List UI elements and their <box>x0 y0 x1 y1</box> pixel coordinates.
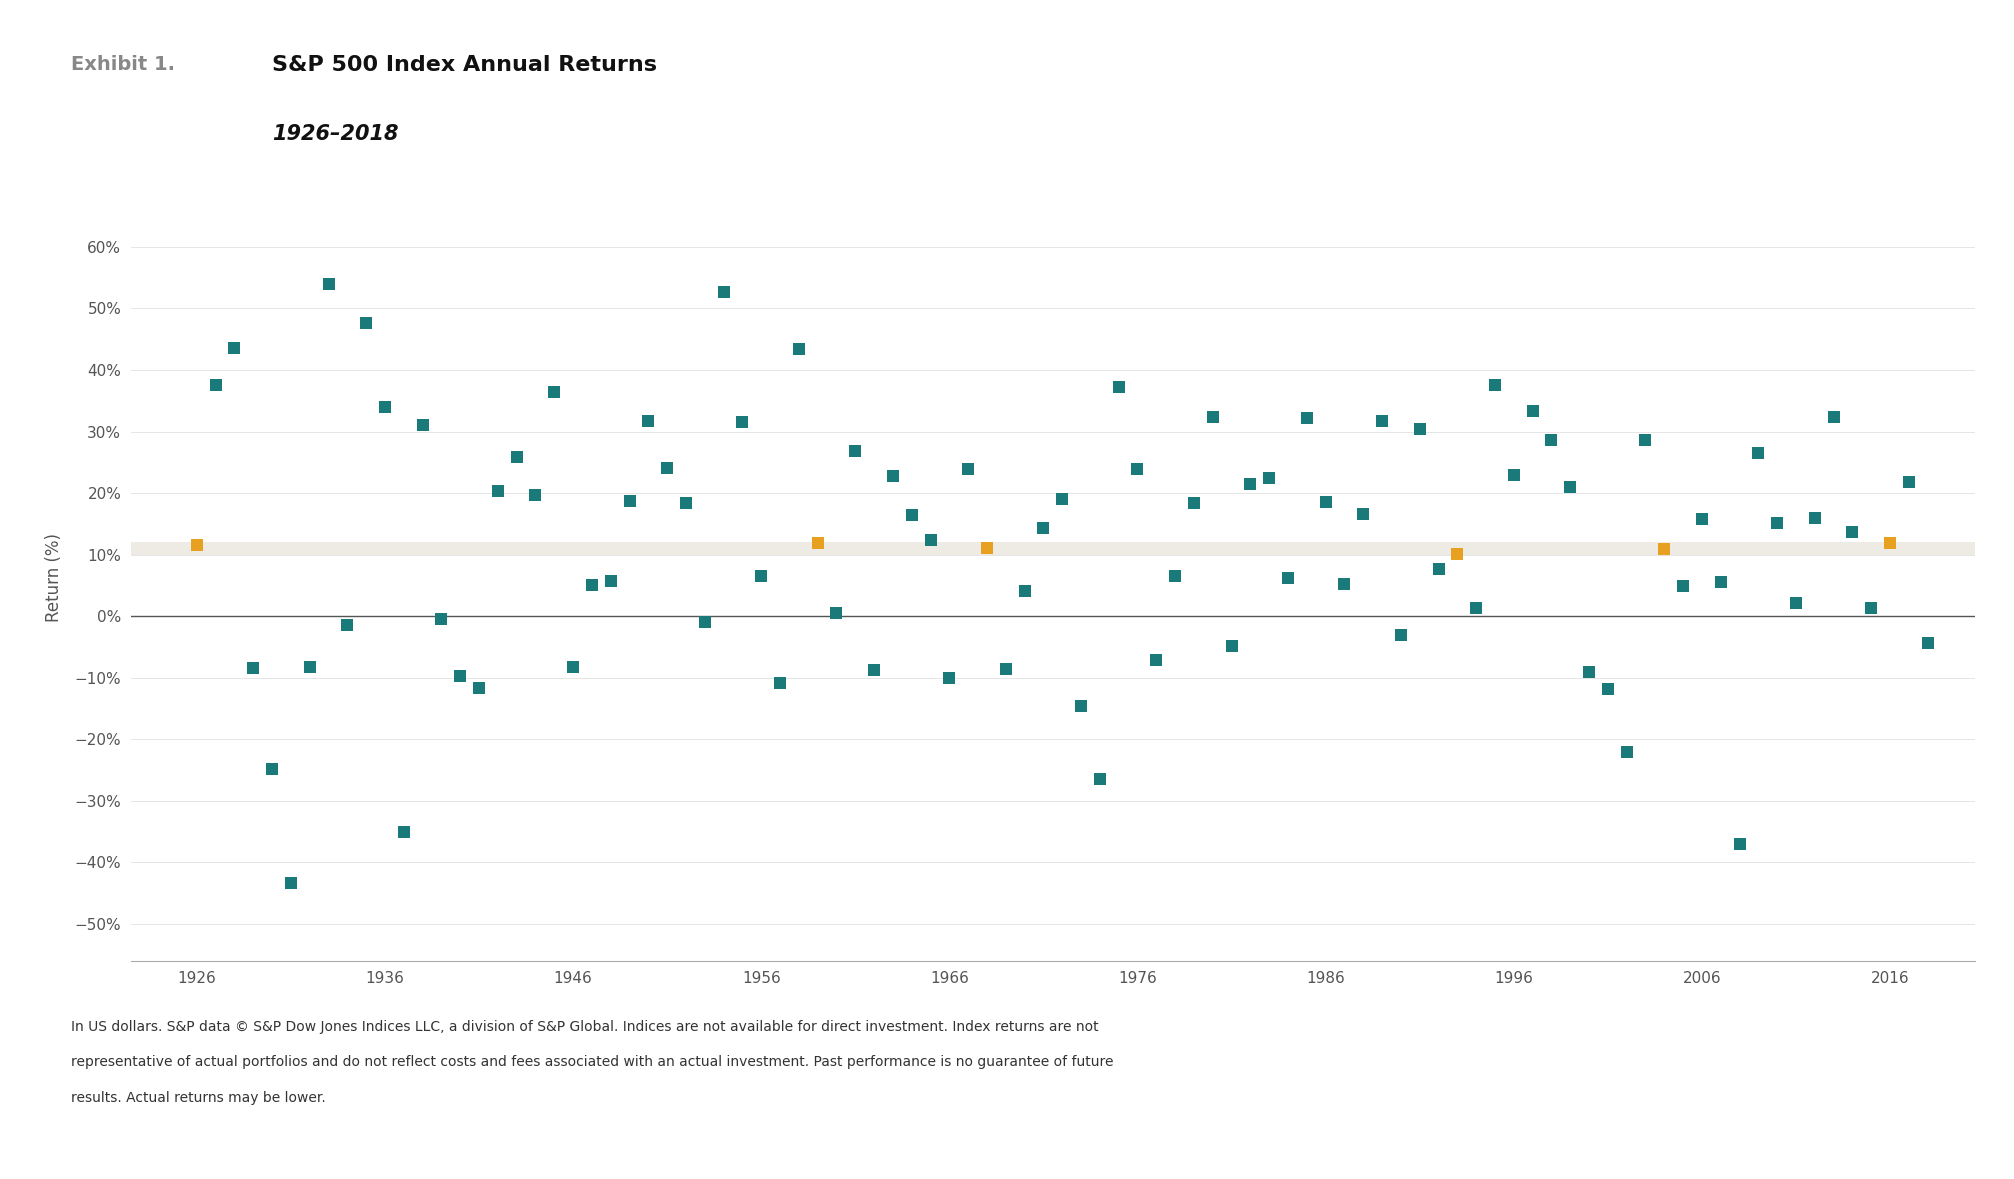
Text: In US dollars. S&P data © S&P Dow Jones Indices LLC, a division of S&P Global. I: In US dollars. S&P data © S&P Dow Jones … <box>70 1020 1098 1034</box>
Bar <box>131 542 1974 554</box>
Text: S&P 500 Index Annual Returns: S&P 500 Index Annual Returns <box>272 55 657 75</box>
Text: representative of actual portfolios and do not reflect costs and fees associated: representative of actual portfolios and … <box>70 1055 1112 1069</box>
Text: Exhibit 1.: Exhibit 1. <box>70 55 175 74</box>
Y-axis label: Return (%): Return (%) <box>46 533 62 623</box>
Text: 1926–2018: 1926–2018 <box>272 124 399 144</box>
Text: results. Actual returns may be lower.: results. Actual returns may be lower. <box>70 1091 324 1105</box>
